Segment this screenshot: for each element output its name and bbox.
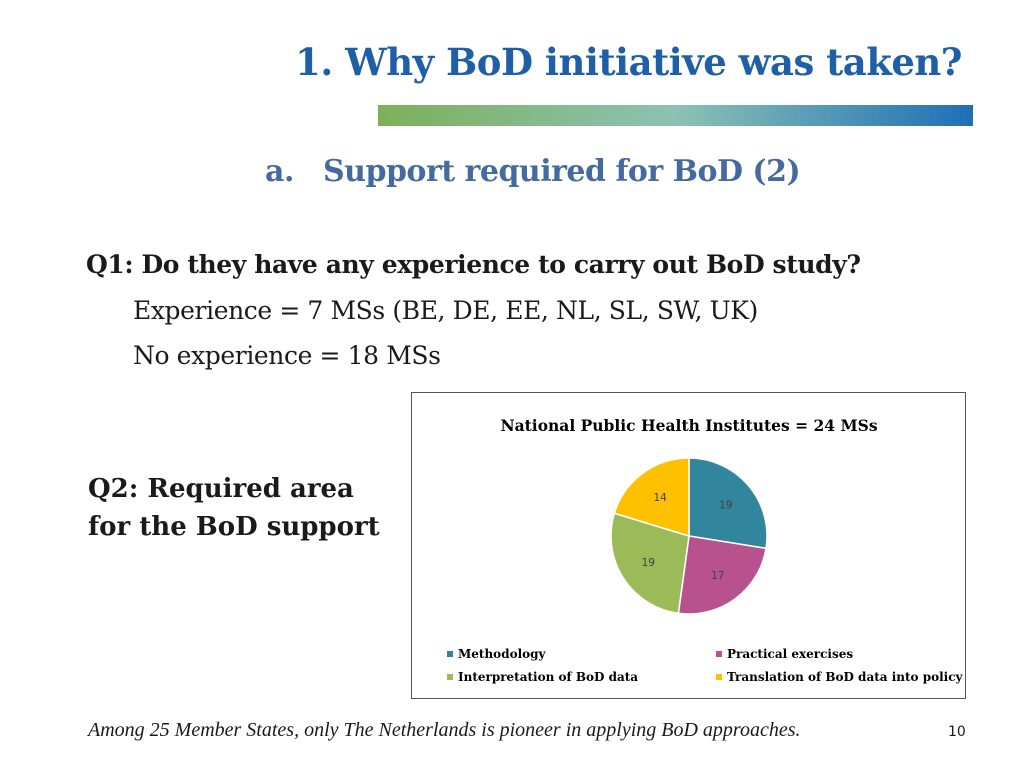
- pie-data-label: 14: [654, 492, 668, 504]
- pie-slice-interpretation-of-bod-data: [610, 512, 690, 615]
- pie-chart-box: National Public Health Institutes = 24 M…: [411, 392, 966, 699]
- legend-swatch-practical-exercises: [716, 651, 722, 657]
- footer-note: Among 25 Member States, only The Netherl…: [88, 719, 801, 741]
- experience-line: Experience = 7 MSs (BE, DE, EE, NL, SL, …: [133, 296, 758, 325]
- pie-slice-practical-exercises: [677, 535, 767, 615]
- title-gradient-bar: [378, 105, 973, 126]
- question-2: Q2: Required area for the BoD support: [88, 474, 380, 542]
- pie-chart: National Public Health Institutes = 24 M…: [447, 416, 964, 684]
- subtitle-marker: a.: [265, 154, 294, 189]
- subtitle-text: Support required for BoD (2): [323, 154, 801, 189]
- chart-title: National Public Health Institutes = 24 M…: [500, 416, 877, 435]
- legend-label: Methodology: [458, 647, 547, 661]
- pie-data-label: 19: [642, 557, 655, 569]
- pie-slice-methodology: [688, 457, 768, 550]
- pie-data-label: 19: [719, 500, 732, 512]
- no-experience-line: No experience = 18 MSs: [133, 341, 441, 370]
- slide-title: 1. Why BoD initiative was taken?: [295, 40, 962, 84]
- page-number: 10: [948, 724, 966, 740]
- legend-label: Practical exercises: [727, 647, 853, 661]
- legend-swatch-interpretation-of-bod-data: [447, 674, 453, 680]
- pie-data-label: 17: [711, 570, 724, 582]
- pie-slice-translation-of-bod-data-into-policy: [613, 457, 690, 538]
- legend-swatch-methodology: [447, 651, 453, 657]
- slide-subtitle: a. Support required for BoD (2): [265, 154, 801, 189]
- legend-label: Interpretation of BoD data: [458, 670, 638, 684]
- legend-label: Translation of BoD data into policy: [727, 670, 964, 684]
- question-1: Q1: Do they have any experience to carry…: [86, 250, 861, 279]
- legend-swatch-translation-of-bod-data-into-policy: [716, 674, 722, 680]
